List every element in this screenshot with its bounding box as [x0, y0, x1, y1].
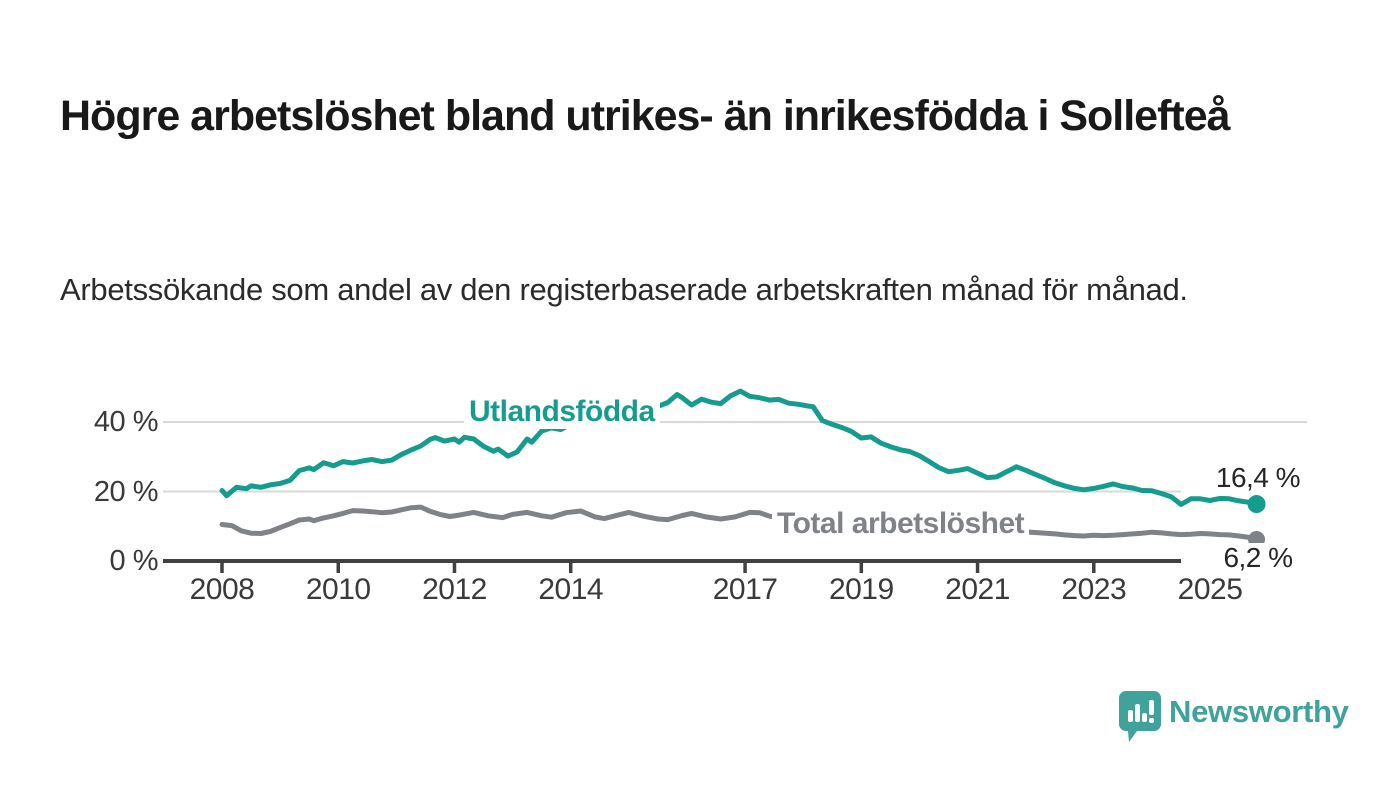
- y-axis-label: 0 %: [109, 545, 159, 577]
- speech-bubble-bar-chart-icon: [1119, 691, 1161, 742]
- x-axis-label: 2017: [712, 573, 778, 606]
- x-axis-label: 2019: [828, 573, 894, 606]
- y-axis-label: 40 %: [93, 406, 159, 438]
- series-label-utlandsfodda: Utlandsfödda: [464, 395, 660, 429]
- x-axis-label: 2014: [538, 573, 604, 606]
- x-axis-label: 2023: [1061, 573, 1127, 606]
- x-axis-label: 2021: [945, 573, 1010, 606]
- x-axis-label: 2008: [189, 573, 255, 606]
- newsworthy-logo: Newsworthy: [1117, 688, 1349, 744]
- x-axis-label: 2010: [305, 573, 371, 606]
- x-axis-label: 2025: [1177, 573, 1243, 606]
- newsworthy-wordmark: Newsworthy: [1169, 694, 1349, 729]
- series-label-total-arbetsloshet: Total arbetslöshet: [772, 507, 1030, 541]
- end-dot-utlandsfodda: [1247, 495, 1266, 514]
- end-value-label-total: 6,2 %: [1181, 543, 1335, 573]
- line-series-utlandsfodda: [219, 388, 1259, 507]
- y-axis-label: 20 %: [93, 475, 159, 508]
- chart-subtitle: Arbetssökande som andel av den registerb…: [60, 272, 1188, 307]
- x-axis-label: 2012: [422, 573, 487, 606]
- line-series-total: [219, 504, 1259, 542]
- end-value-label-utlandsfodda: 16,4 %: [1181, 463, 1335, 493]
- page-title: Högre arbetslöshet bland utrikes- än inr…: [60, 91, 1231, 140]
